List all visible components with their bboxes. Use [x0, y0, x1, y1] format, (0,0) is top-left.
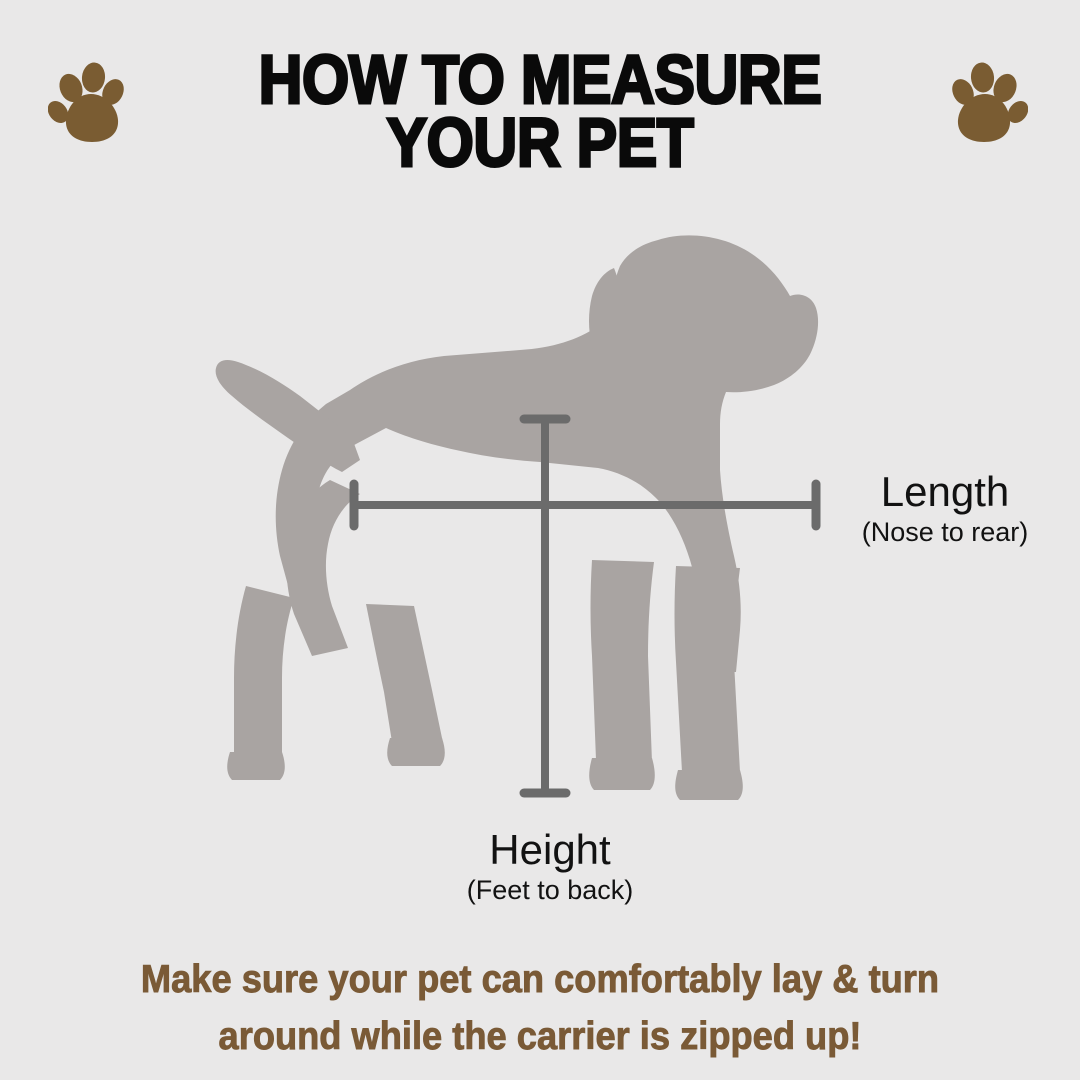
header: HOW TO MEASURE YOUR PET	[0, 0, 1080, 200]
length-label-main: Length	[880, 468, 1010, 515]
caption-line-2: around while the carrier is zipped up!	[218, 1014, 862, 1058]
caption-line-1: Make sure your pet can comfortably lay &…	[140, 958, 940, 1002]
dog-silhouette-icon	[215, 235, 819, 800]
height-label-main: Height	[489, 826, 611, 873]
page-title: HOW TO MEASURE YOUR PET	[0, 41, 1080, 182]
height-label: Height (Feet to back)	[395, 826, 705, 908]
length-label-sub: (Nose to rear)	[861, 517, 1029, 548]
title-line-2: YOUR PET	[385, 104, 695, 182]
title-line-1: HOW TO MEASURE	[257, 41, 823, 118]
height-measure-line	[519, 414, 571, 798]
length-measure-line	[349, 479, 821, 531]
paw-print-icon	[952, 62, 1028, 142]
paw-print-icon	[48, 62, 124, 142]
length-label: Length (Nose to rear)	[820, 468, 1070, 550]
bottom-caption: Make sure your pet can comfortably lay &…	[75, 952, 1005, 1065]
height-label-sub: (Feet to back)	[466, 875, 634, 906]
